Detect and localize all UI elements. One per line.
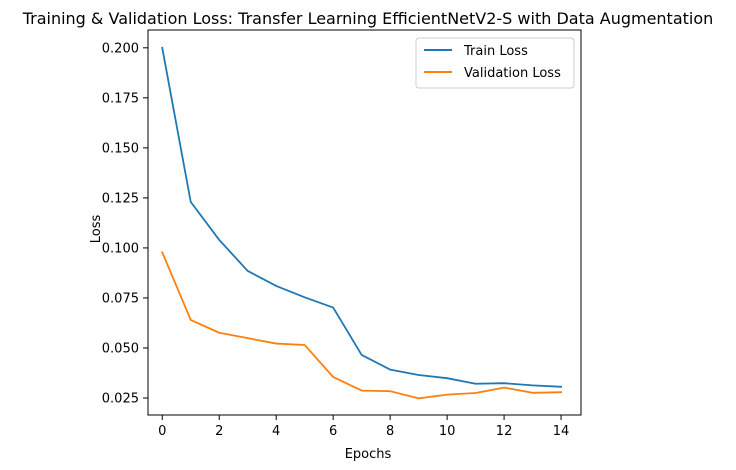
y-tick-label: 0.150: [102, 141, 139, 156]
x-tick-label: 2: [215, 424, 223, 439]
y-tick-label: 0.200: [102, 41, 139, 56]
x-tick-label: 10: [439, 424, 456, 439]
legend-label-train-loss: Train Loss: [463, 44, 528, 59]
y-tick-label: 0.050: [102, 341, 139, 356]
y-tick-label: 0.075: [102, 291, 139, 306]
y-axis-label: Loss: [89, 215, 104, 244]
legend-label-validation-loss: Validation Loss: [464, 66, 561, 81]
x-tick-label: 0: [158, 424, 166, 439]
series-line-validation-loss: [161, 251, 562, 400]
x-tick-label: 8: [386, 424, 394, 439]
x-axis: 0 2 4 6 8 10 12 14: [158, 415, 569, 439]
series-line-train-loss: [161, 46, 563, 388]
x-tick-label: 14: [553, 424, 570, 439]
series-layer: [161, 46, 563, 400]
x-axis-label: Epochs: [345, 447, 392, 462]
legend-box: [415, 37, 575, 89]
x-tick-label: 4: [272, 424, 280, 439]
legend: Train Loss Validation Loss: [415, 37, 575, 89]
plot-frame: [147, 29, 582, 416]
chart-title: Training & Validation Loss: Transfer Lea…: [22, 9, 714, 28]
y-tick-label: 0.125: [102, 191, 139, 206]
y-tick-label: 0.100: [102, 241, 139, 256]
y-tick-label: 0.025: [102, 391, 139, 406]
y-axis: 0.025 0.050 0.075 0.100 0.125 0.150 0.175 0.200: [102, 41, 148, 406]
x-tick-label: 6: [329, 424, 337, 439]
plot-area: [147, 29, 582, 416]
x-tick-label: 12: [496, 424, 513, 439]
y-tick-label: 0.175: [102, 91, 139, 106]
